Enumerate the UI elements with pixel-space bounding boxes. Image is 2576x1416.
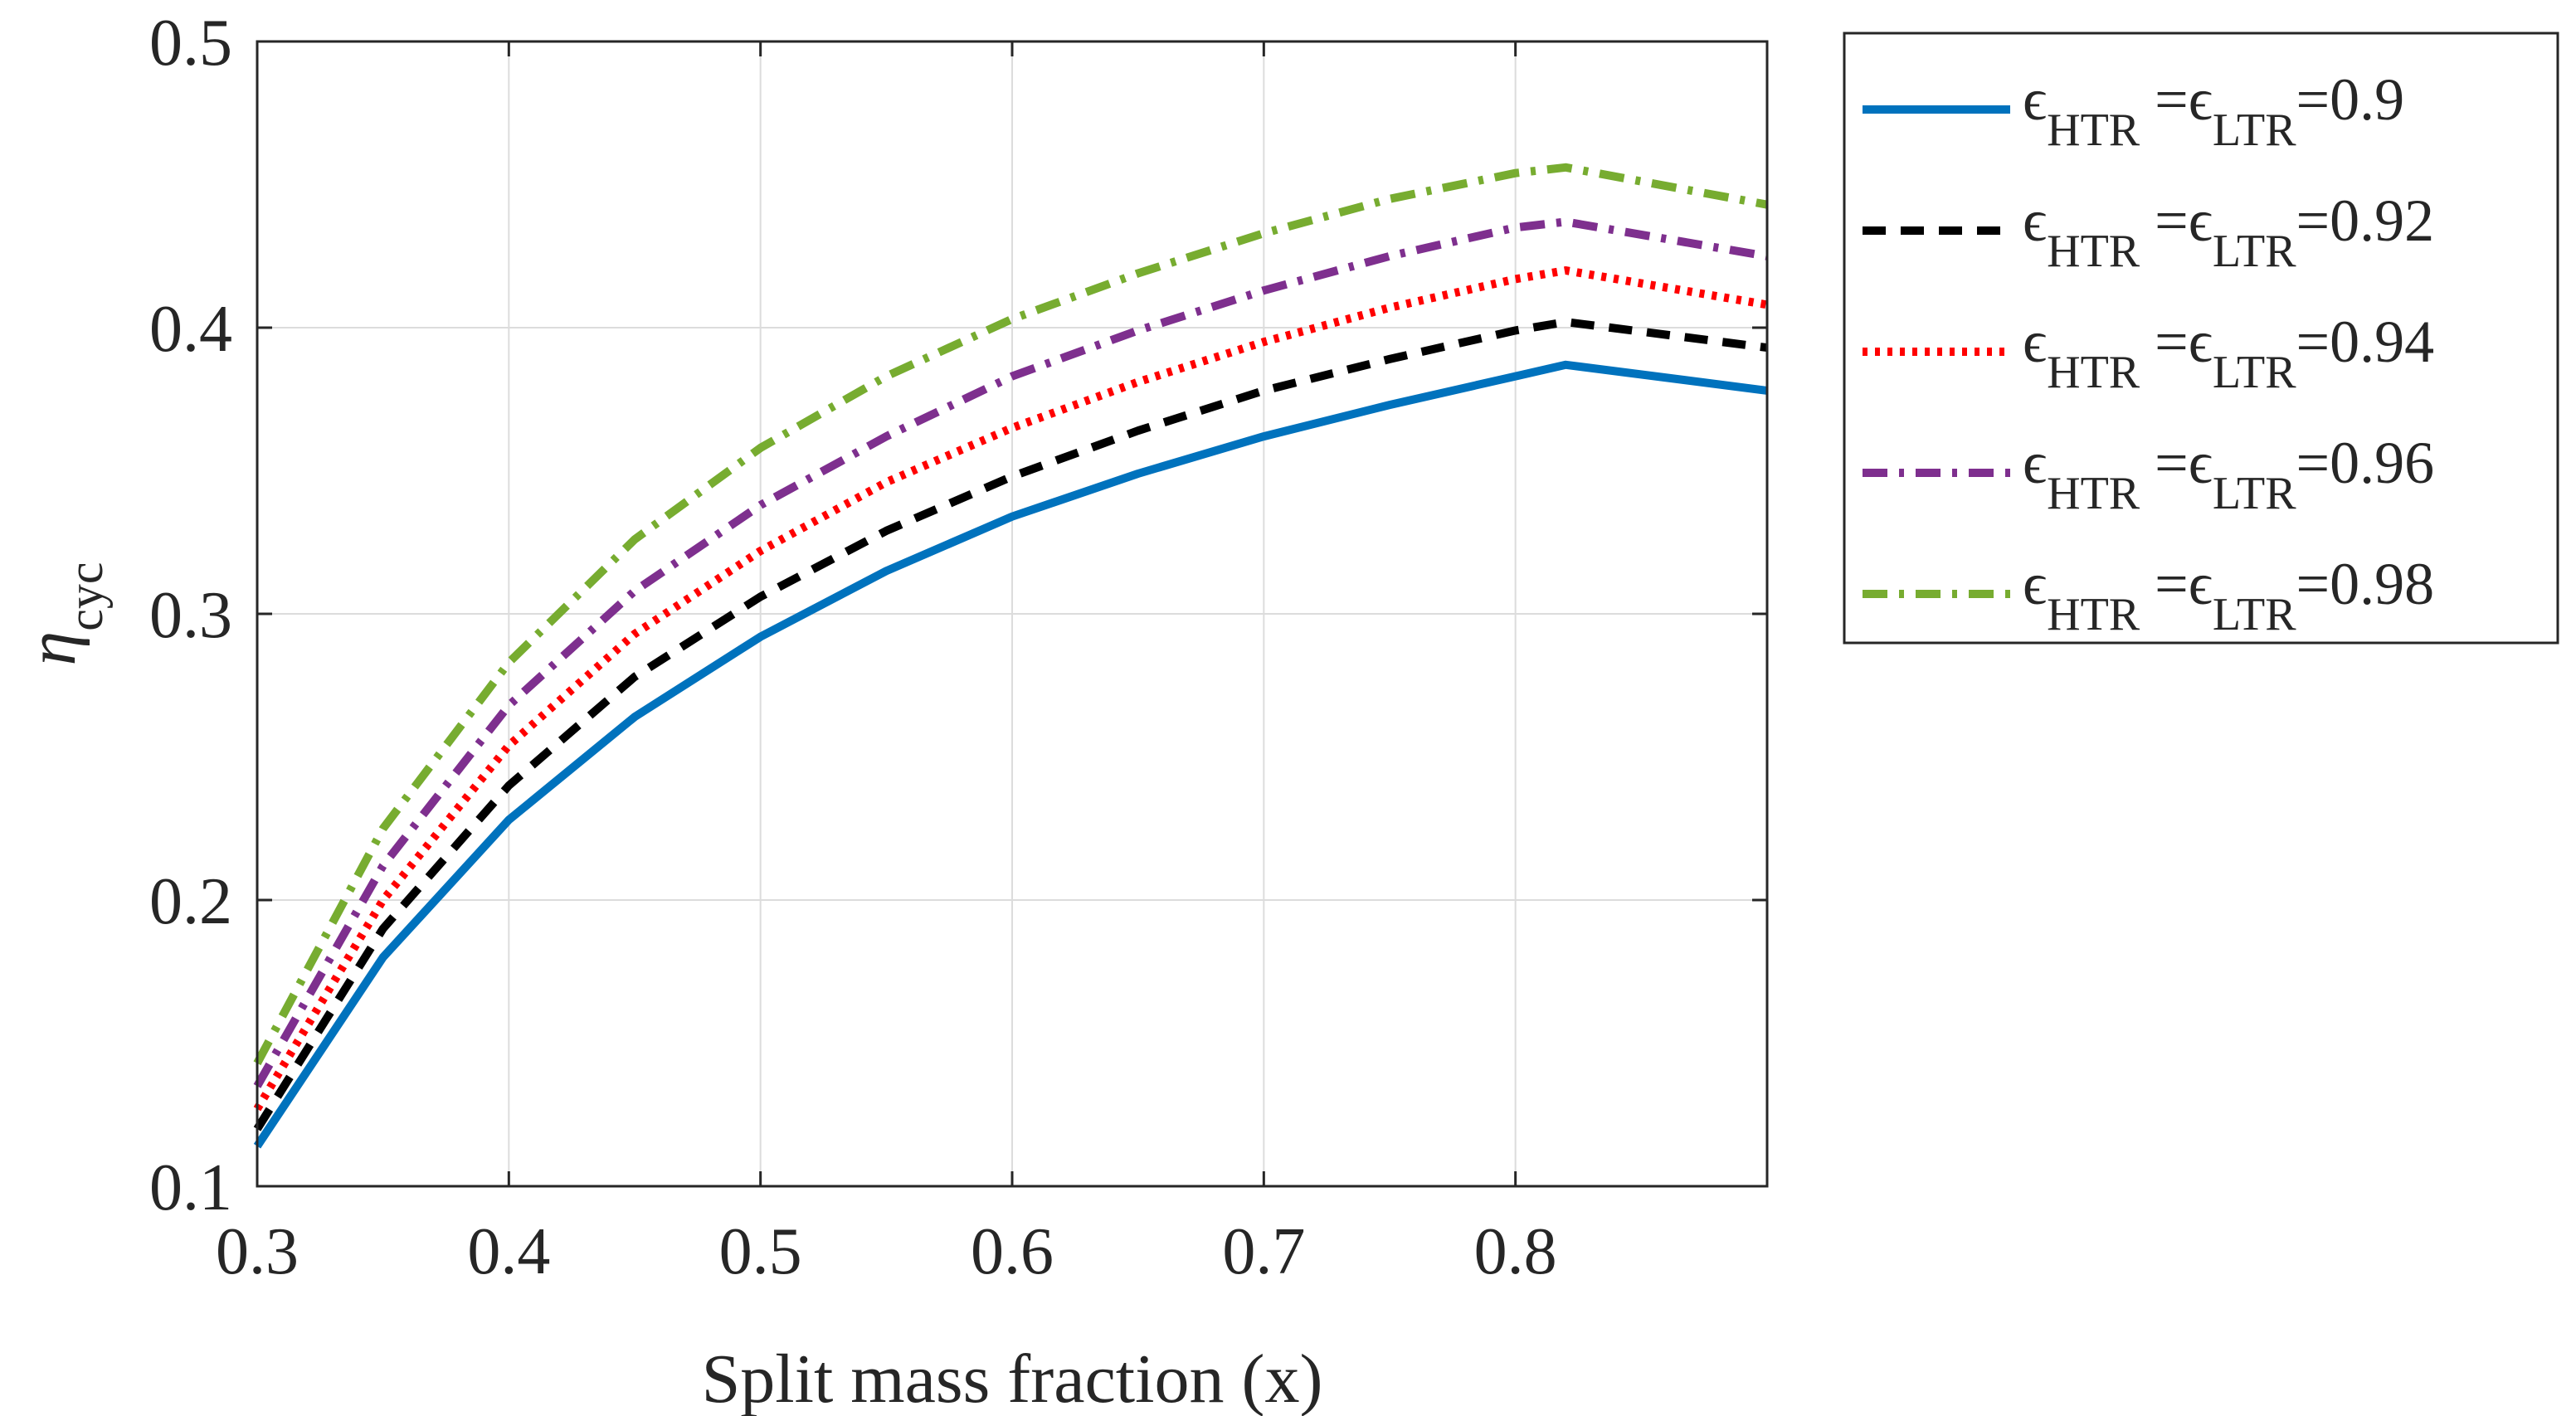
legend-subscript-ltr: LTR: [2213, 105, 2296, 156]
axis-ticks: [256, 40, 1767, 1188]
legend-subscript-htr: HTR: [2047, 347, 2140, 398]
legend-label-3: ϵHTR =ϵLTR=0.94: [2023, 309, 2434, 398]
legend-subscript-htr: HTR: [2047, 468, 2140, 519]
y-tick-label: 0.5: [149, 7, 232, 80]
legend-equals: =: [2140, 66, 2189, 133]
series-line-2: [253, 318, 1768, 1131]
legend-equals: =: [2140, 430, 2189, 496]
legend-equals: =: [2140, 551, 2189, 617]
legend-subscript-htr: HTR: [2047, 226, 2140, 277]
legend-subscript-htr: HTR: [2047, 105, 2140, 156]
legend-subscript-ltr: LTR: [2213, 226, 2296, 277]
y-axis-symbol: η: [13, 631, 90, 666]
legend-epsilon: ϵ: [2023, 187, 2047, 254]
legend-label-1: ϵHTR =ϵLTR=0.9: [2023, 66, 2404, 156]
x-tick-label: 0.8: [1474, 1215, 1557, 1288]
legend-epsilon: ϵ: [2023, 430, 2047, 496]
legend-box: [1843, 32, 2559, 645]
y-axis-subscript: cyc: [58, 562, 113, 631]
legend-subscript-ltr: LTR: [2213, 589, 2296, 640]
legend-epsilon: ϵ: [2189, 551, 2213, 617]
y-axis-label: ηcyc: [13, 562, 113, 666]
y-tick-label: 0.3: [149, 579, 232, 652]
y-tick-label: 0.2: [149, 865, 232, 938]
legend-epsilon: ϵ: [2189, 187, 2213, 254]
legend-subscript-ltr: LTR: [2213, 468, 2296, 519]
legend-value: =0.9: [2296, 66, 2405, 133]
legend-epsilon: ϵ: [2023, 66, 2047, 133]
x-tick-label: 0.5: [719, 1215, 802, 1288]
x-tick-label: 0.4: [467, 1215, 550, 1288]
x-axis-label: Split mass fraction (x): [702, 1341, 1323, 1416]
legend-value: =0.92: [2296, 187, 2435, 254]
legend-subscript-ltr: LTR: [2213, 347, 2296, 398]
legend-value: =0.98: [2296, 551, 2435, 617]
legend-label-4: ϵHTR =ϵLTR=0.96: [2023, 430, 2434, 519]
legend-equals: =: [2140, 309, 2189, 375]
legend-equals: =: [2140, 187, 2189, 254]
y-tick-label: 0.4: [149, 293, 232, 366]
legend-epsilon: ϵ: [2023, 309, 2047, 375]
legend-epsilon: ϵ: [2023, 551, 2047, 617]
legend-epsilon: ϵ: [2189, 309, 2213, 375]
y-tick-label: 0.1: [149, 1151, 232, 1224]
legend-epsilon: ϵ: [2189, 66, 2213, 133]
legend-epsilon: ϵ: [2189, 430, 2213, 496]
series-line-4: [253, 217, 1768, 1088]
x-tick-label: 0.3: [216, 1215, 299, 1288]
series-layer: [253, 163, 1768, 1149]
series-line-1: [253, 360, 1768, 1149]
grid-lines: [256, 41, 1767, 1187]
axis-tick-labels: 0.3 0.4 0.5 0.6 0.7 0.8 0.1 0.2 0.3 0.4 0.5: [149, 7, 1557, 1288]
legend-value: =0.96: [2296, 430, 2435, 496]
series-line-5: [253, 163, 1768, 1066]
legend-value: =0.94: [2296, 309, 2435, 375]
x-tick-label: 0.7: [1222, 1215, 1305, 1288]
legend-label-2: ϵHTR =ϵLTR=0.92: [2023, 187, 2434, 277]
legend-label-5: ϵHTR =ϵLTR=0.98: [2023, 551, 2434, 640]
legend-subscript-htr: HTR: [2047, 589, 2140, 640]
x-tick-label: 0.6: [971, 1215, 1054, 1288]
